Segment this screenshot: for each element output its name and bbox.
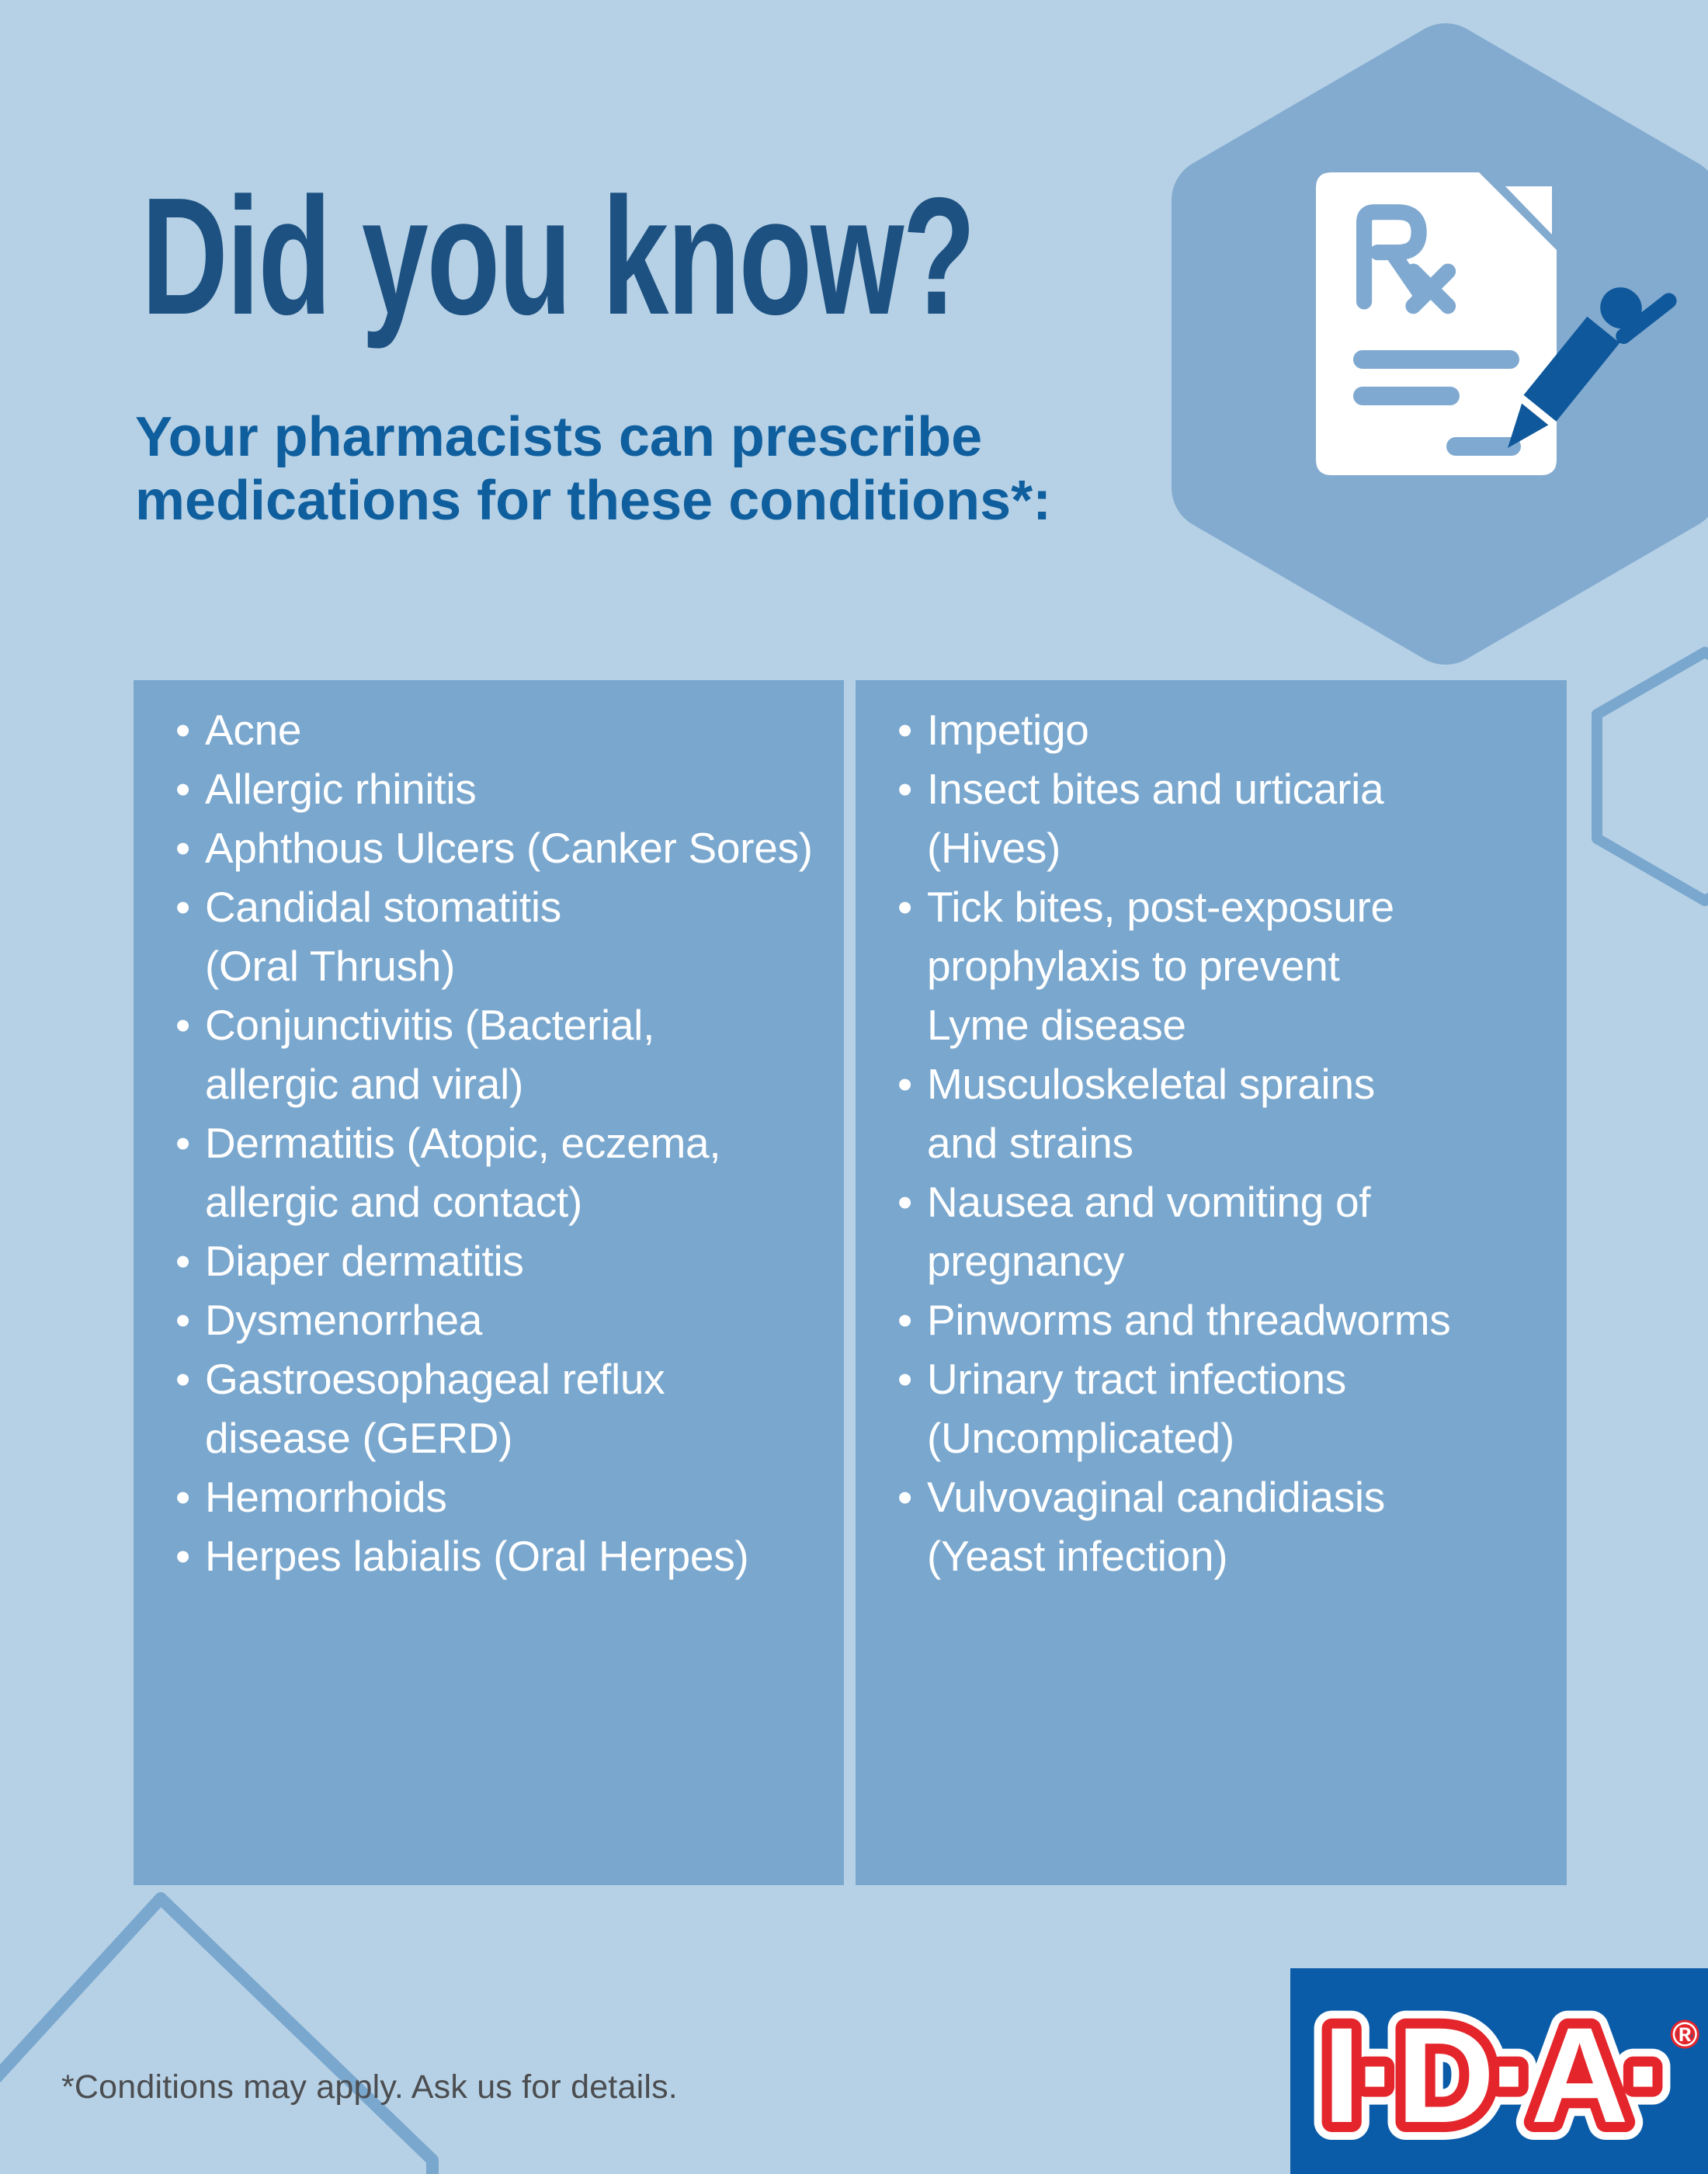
bullet-icon: • <box>175 1001 191 1049</box>
page-title: Did you know? <box>141 160 1298 352</box>
condition-label: Urinary tract infections (Uncomplicated) <box>927 1355 1346 1462</box>
bullet-icon: • <box>897 1060 913 1108</box>
list-item: • Impetigo <box>897 700 1543 759</box>
list-item: • Dysmenorrhea <box>175 1290 821 1349</box>
list-item: • Herpes labialis (Oral Herpes) <box>175 1526 821 1585</box>
page-title-text: Did you know? <box>141 162 976 349</box>
ida-logo: I·D·A· I·D·A· I·D·A· ® <box>1290 1968 1708 2174</box>
list-item: • Hemorrhoids <box>175 1467 821 1526</box>
bullet-icon: • <box>175 883 191 931</box>
list-item: • Musculoskeletal sprains and strains <box>897 1054 1543 1172</box>
list-item: • Candidal stomatitis (Oral Thrush) <box>175 877 821 995</box>
bullet-icon: • <box>175 1296 191 1344</box>
bullet-icon: • <box>897 1296 913 1344</box>
bullet-icon: • <box>175 1237 191 1285</box>
list-item: • Insect bites and urticaria (Hives) <box>897 759 1543 877</box>
list-item: • Pinworms and threadworms <box>897 1290 1543 1349</box>
condition-label: Vulvovaginal candidiasis (Yeast infectio… <box>927 1473 1386 1580</box>
list-item: • Acne <box>175 700 821 759</box>
registered-mark: ® <box>1672 2016 1697 2054</box>
signature-line <box>1446 437 1521 456</box>
list-item: • Gastroesophageal reflux disease (GERD) <box>175 1349 821 1467</box>
page-subtitle: Your pharmacists can prescribe medicatio… <box>135 406 1052 532</box>
bullet-icon: • <box>897 1355 913 1403</box>
condition-list-right: • Impetigo • Insect bites and urticaria (Hi… <box>856 680 1567 1585</box>
bullet-icon: • <box>175 706 191 754</box>
pen-icon <box>1508 287 1677 448</box>
ida-logo-fill: I·D·A· <box>1323 2000 1665 2151</box>
condition-panel-right: • Impetigo • Insect bites and urticaria (Hi… <box>856 680 1567 1885</box>
ida-logo-outline: I·D·A· <box>1323 2000 1665 2151</box>
bullet-icon: • <box>175 765 191 813</box>
bullet-icon: • <box>175 1119 191 1167</box>
ida-logo-icon: I·D·A· I·D·A· I·D·A· ® <box>1305 1982 1700 2169</box>
condition-label: Aphthous Ulcers (Canker Sores) <box>205 824 813 872</box>
condition-label: Dysmenorrhea <box>205 1296 483 1344</box>
pen-clip <box>1616 293 1677 344</box>
condition-label: Acne <box>205 706 302 754</box>
list-item: • Tick bites, post-exposure prophylaxis t… <box>897 877 1543 1054</box>
hexagon-outline-right-icon <box>1592 647 1708 906</box>
document-fold <box>1505 186 1552 234</box>
condition-panel-left: • Acne • Allergic rhinitis • Aphthous Ulcers … <box>134 680 844 1885</box>
list-item: • Dermatitis (Atopic, eczema, allergic an… <box>175 1113 821 1231</box>
list-item: • Vulvovaginal candidiasis (Yeast infecti… <box>897 1467 1543 1585</box>
bullet-icon: • <box>175 1473 191 1521</box>
condition-list-left: • Acne • Allergic rhinitis • Aphthous Ulcers … <box>134 680 844 1585</box>
condition-label: Tick bites, post-exposure prophylaxis to… <box>927 883 1394 1049</box>
rx-symbol-icon <box>1356 204 1456 314</box>
bullet-icon: • <box>897 706 913 754</box>
list-item: • Nausea and vomiting of pregnancy <box>897 1172 1543 1290</box>
condition-label: Impetigo <box>927 706 1089 754</box>
condition-label: Pinworms and threadworms <box>927 1296 1451 1344</box>
bullet-icon: • <box>175 824 191 872</box>
condition-label: Insect bites and urticaria (Hives) <box>927 765 1384 872</box>
list-item: • Urinary tract infections (Uncomplicated… <box>897 1349 1543 1467</box>
hexagon-outline-bottom-left-icon <box>0 1892 439 2174</box>
condition-label: Gastroesophageal reflux disease (GERD) <box>205 1355 665 1462</box>
condition-label: Diaper dermatitis <box>205 1237 524 1285</box>
bullet-icon: • <box>175 1532 191 1580</box>
condition-label: Dermatitis (Atopic, eczema, allergic and… <box>205 1119 721 1226</box>
condition-label: Nausea and vomiting of pregnancy <box>927 1178 1371 1285</box>
document-text-line <box>1353 350 1519 369</box>
bullet-icon: • <box>897 1178 913 1226</box>
pen-body <box>1523 316 1620 422</box>
condition-label: Conjunctivitis (Bacterial, allergic and … <box>205 1001 655 1108</box>
ida-logo-red: I·D·A· <box>1323 2000 1665 2151</box>
footnote: *Conditions may apply. Ask us for detail… <box>61 2068 678 2106</box>
condition-label: Hemorrhoids <box>205 1473 447 1521</box>
bullet-icon: • <box>897 883 913 931</box>
condition-label: Candidal stomatitis (Oral Thrush) <box>205 883 561 990</box>
document-text-line <box>1353 387 1460 405</box>
list-item: • Conjunctivitis (Bacterial, allergic and… <box>175 995 821 1113</box>
condition-label: Herpes labialis (Oral Herpes) <box>205 1532 749 1580</box>
condition-label: Allergic rhinitis <box>205 765 477 813</box>
list-item: • Diaper dermatitis <box>175 1231 821 1290</box>
list-item: • Allergic rhinitis <box>175 759 821 818</box>
list-item: • Aphthous Ulcers (Canker Sores) <box>175 818 821 877</box>
document-sheet <box>1316 172 1557 475</box>
condition-label: Musculoskeletal sprains and strains <box>927 1060 1375 1167</box>
pen-tip <box>1508 403 1549 448</box>
rx-document-icon <box>1316 172 1677 475</box>
pen-cap <box>1600 287 1642 329</box>
bullet-icon: • <box>897 1473 913 1521</box>
bullet-icon: • <box>897 765 913 813</box>
bullet-icon: • <box>175 1355 191 1403</box>
